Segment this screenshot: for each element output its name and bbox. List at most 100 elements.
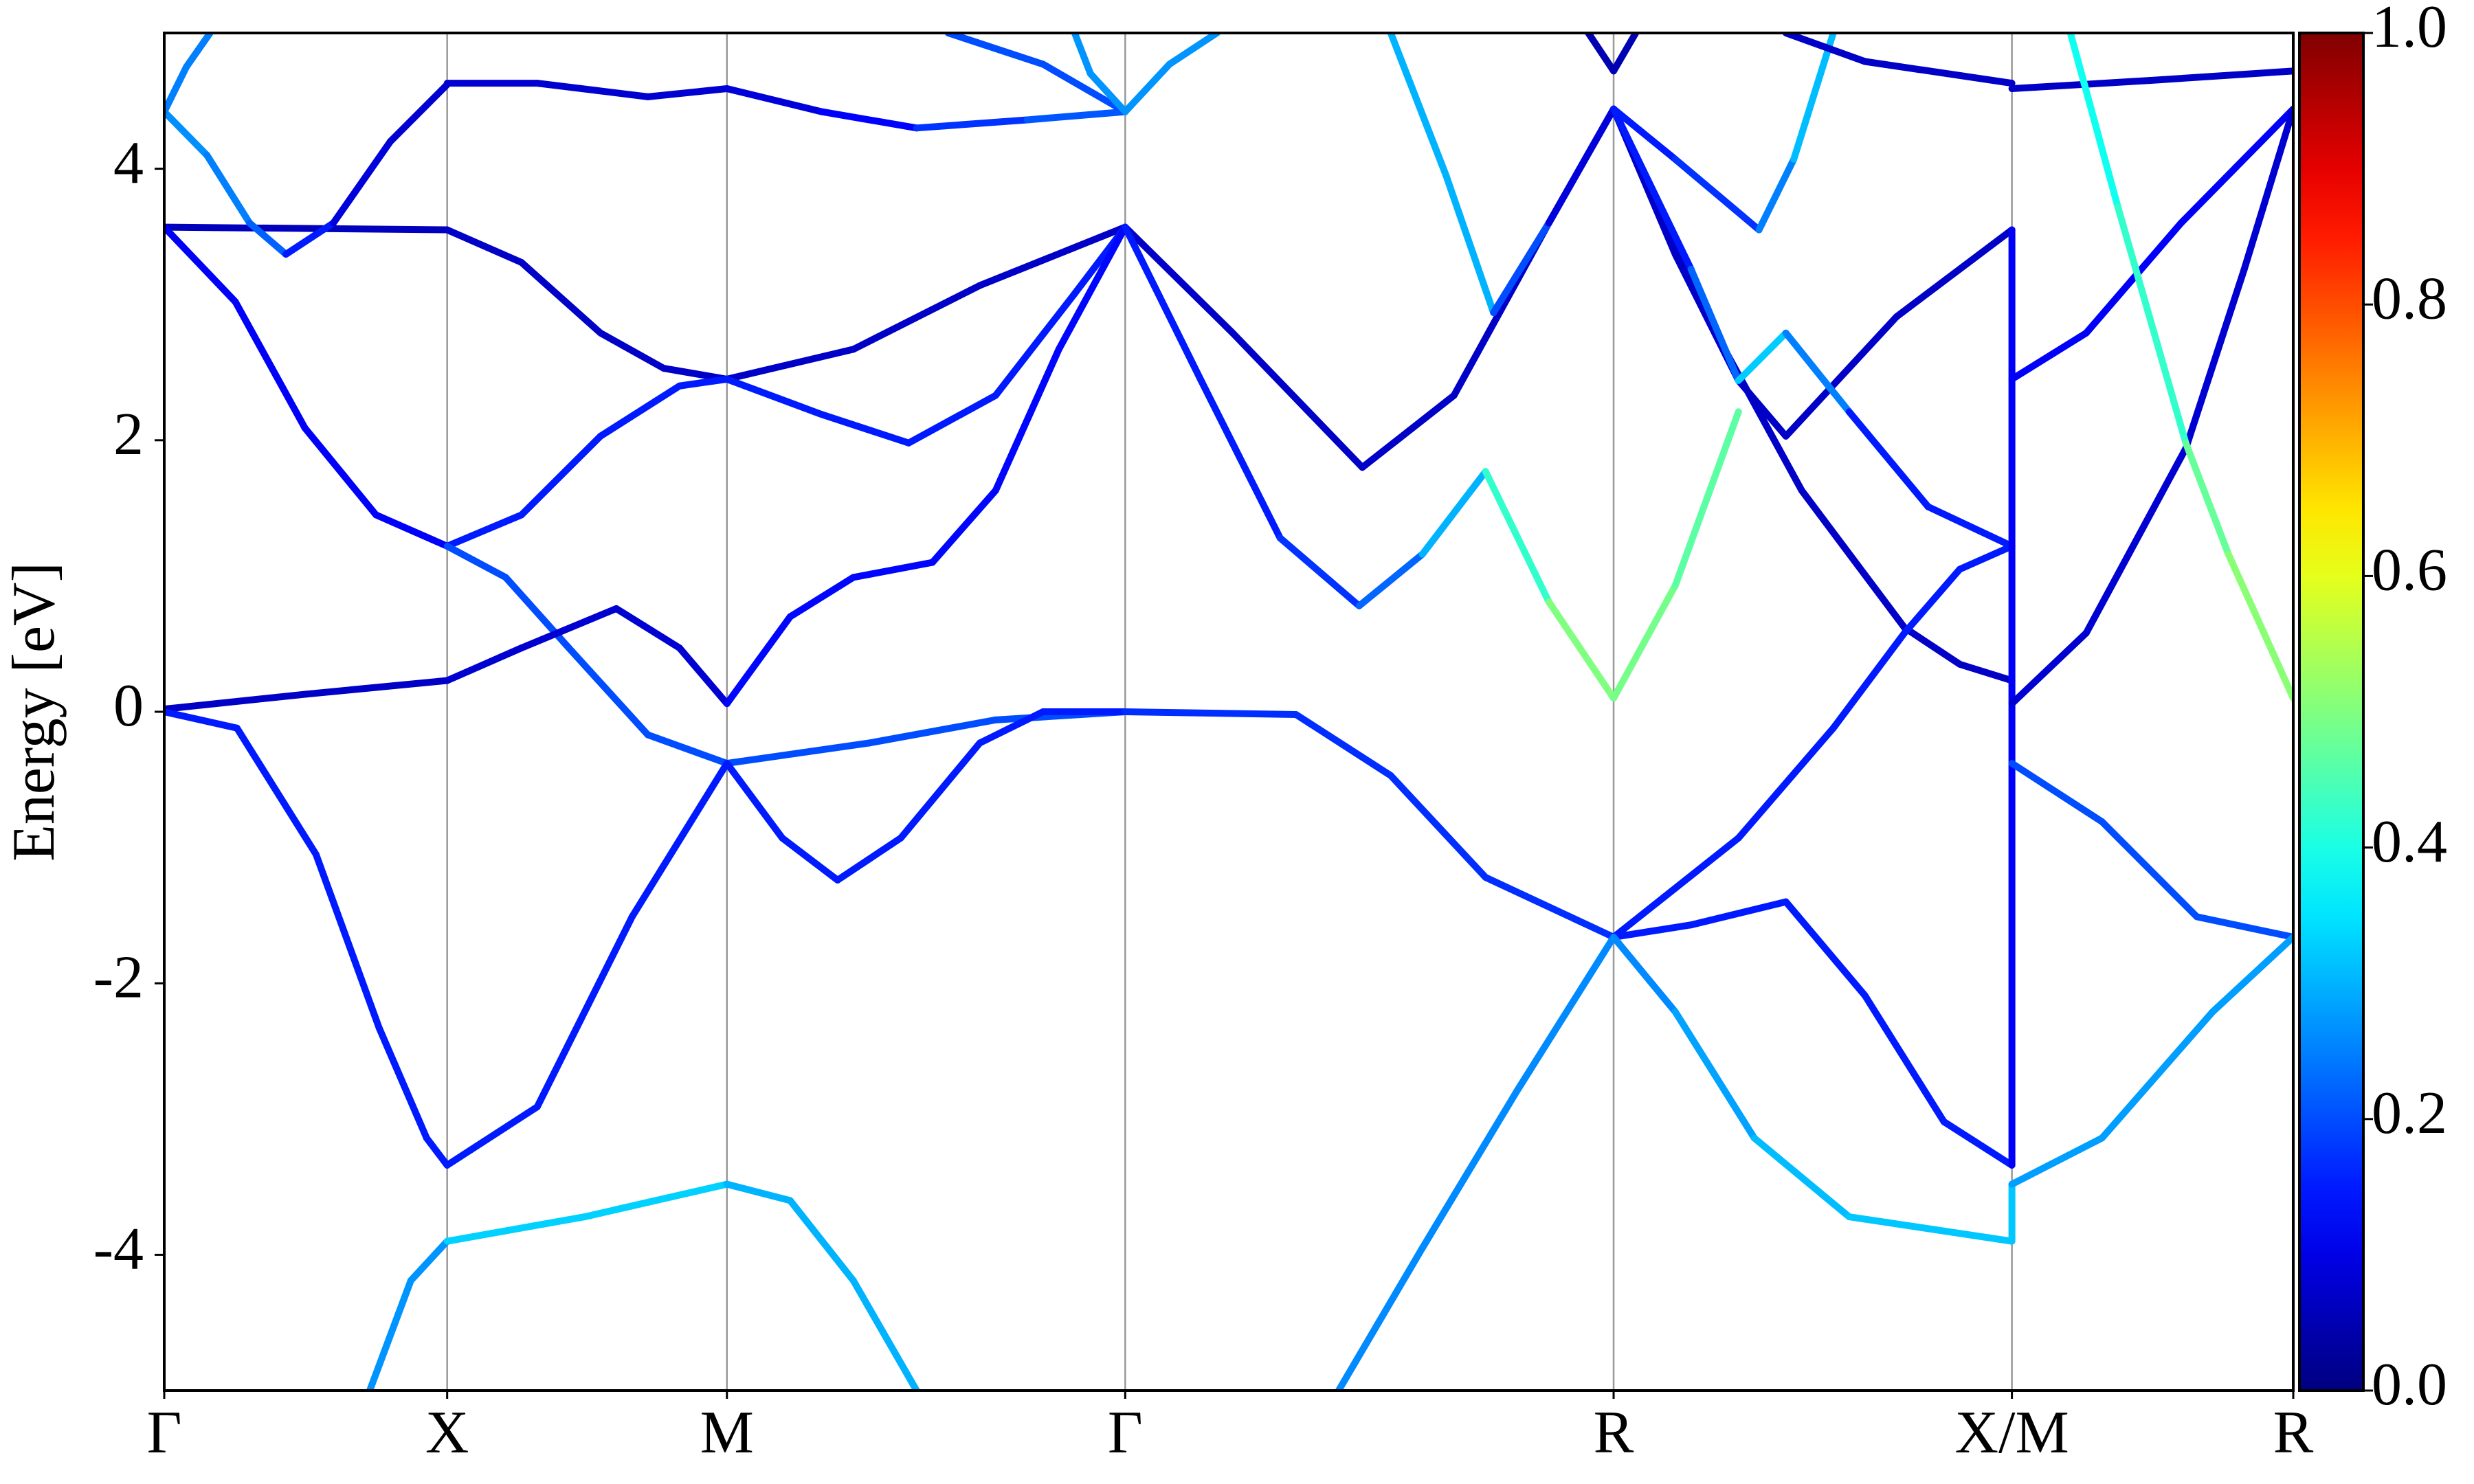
band-segment	[1610, 934, 1679, 1015]
band-segment	[164, 63, 190, 115]
band-segment	[164, 708, 241, 732]
band-segment	[443, 226, 525, 266]
band-segment	[1418, 1087, 1521, 1252]
band-segment	[1482, 874, 1618, 941]
bands	[164, 33, 2293, 1391]
band-segment	[375, 1024, 430, 1142]
band-segment	[628, 760, 731, 921]
band-segment	[2008, 77, 2153, 93]
band-segment	[1023, 108, 1129, 124]
band-segment	[1071, 33, 1094, 78]
y-tick-label: 4	[113, 130, 144, 196]
band-segment	[1292, 710, 1394, 779]
x-tick-label: R	[2273, 1399, 2314, 1466]
band-segment	[723, 85, 825, 115]
band-segment	[2098, 818, 2200, 921]
band-segment	[1482, 468, 1552, 605]
colorbar	[2298, 32, 2365, 1392]
band-segment	[1442, 172, 1497, 317]
band-segment	[2182, 439, 2232, 558]
band-segment	[1610, 33, 1640, 75]
x-tick-label: X/M	[1954, 1399, 2069, 1466]
colorbar-tick-label: 0.8	[2372, 265, 2447, 332]
band-segment	[2177, 105, 2293, 227]
y-tick-label: 0	[113, 673, 144, 739]
x-tick-label: R	[1594, 1399, 1634, 1466]
band-segment	[517, 258, 604, 337]
band-segment	[282, 219, 337, 258]
band-segment	[676, 644, 731, 708]
band-segment	[1956, 660, 2016, 684]
band-segment	[233, 724, 320, 858]
band-segment	[2098, 1008, 2216, 1142]
band-segment	[644, 85, 731, 100]
band-segment	[2225, 550, 2293, 702]
band-segment	[2240, 105, 2293, 273]
band-segment	[849, 282, 983, 353]
band-segment	[164, 690, 310, 713]
band-segment	[992, 346, 1062, 494]
band-segment	[1735, 724, 1837, 842]
band-segment	[2114, 203, 2189, 447]
band-segment	[164, 223, 451, 234]
band-segment	[203, 151, 254, 227]
band-segment	[232, 298, 309, 432]
x-tick-label: X	[425, 1399, 469, 1466]
band-segment	[1687, 898, 1790, 929]
band-segment	[723, 1180, 794, 1204]
band-segment	[1735, 329, 1790, 384]
band-segment	[2082, 445, 2189, 637]
band-segment	[302, 677, 451, 698]
band-segment	[1355, 550, 1426, 609]
band-segment	[1610, 105, 1695, 273]
band-segment	[849, 559, 936, 581]
band-segment	[1276, 535, 1363, 609]
band-segment	[1585, 33, 1618, 75]
band-segment	[597, 382, 683, 440]
band-segment	[1610, 582, 1679, 702]
x-tick-label: M	[700, 1399, 754, 1466]
band-segment	[1755, 155, 1798, 234]
band-segment	[1782, 329, 1853, 416]
band-segment	[1687, 265, 1742, 384]
band-segment	[1610, 105, 1679, 163]
colorbar-tick-label: 0.6	[2372, 537, 2447, 604]
plot-frame	[163, 32, 2295, 1392]
band-segment	[1055, 223, 1129, 353]
band-segment	[1671, 1008, 1758, 1142]
band-segment	[164, 223, 239, 306]
band-segment	[1513, 934, 1618, 1094]
band-segment	[786, 1197, 857, 1284]
band-segment	[1122, 708, 1300, 718]
band-segment	[1782, 898, 1869, 999]
band-segment	[423, 1134, 451, 1169]
band-segment	[644, 731, 731, 767]
band-segment	[164, 108, 211, 159]
band-segment	[849, 1277, 920, 1391]
band-segment	[443, 511, 525, 550]
band-segment	[723, 375, 825, 418]
band-segment	[1387, 33, 1450, 179]
band-segment	[676, 375, 731, 390]
band-segment	[533, 913, 636, 1111]
band-segment	[443, 1213, 588, 1245]
band-segment	[723, 613, 794, 708]
band-segment	[581, 1180, 731, 1221]
y-tick-label: -4	[93, 1216, 144, 1283]
band-segment	[1845, 1213, 2016, 1245]
band-segment	[301, 425, 380, 519]
band-segment	[992, 290, 1078, 399]
band-segment	[1039, 60, 1129, 115]
band-segment	[1610, 921, 1695, 941]
band-segment	[2082, 219, 2185, 337]
x-tick-label: Γ	[1108, 1399, 1143, 1466]
band-segment	[443, 1103, 541, 1169]
band-segment	[366, 1277, 414, 1391]
band-segment	[1893, 226, 2016, 320]
band-segment	[818, 411, 913, 447]
band-segment	[1790, 33, 1837, 163]
band-segment	[786, 574, 857, 620]
band-segment	[2066, 33, 2121, 210]
band-segment	[1610, 834, 1742, 941]
